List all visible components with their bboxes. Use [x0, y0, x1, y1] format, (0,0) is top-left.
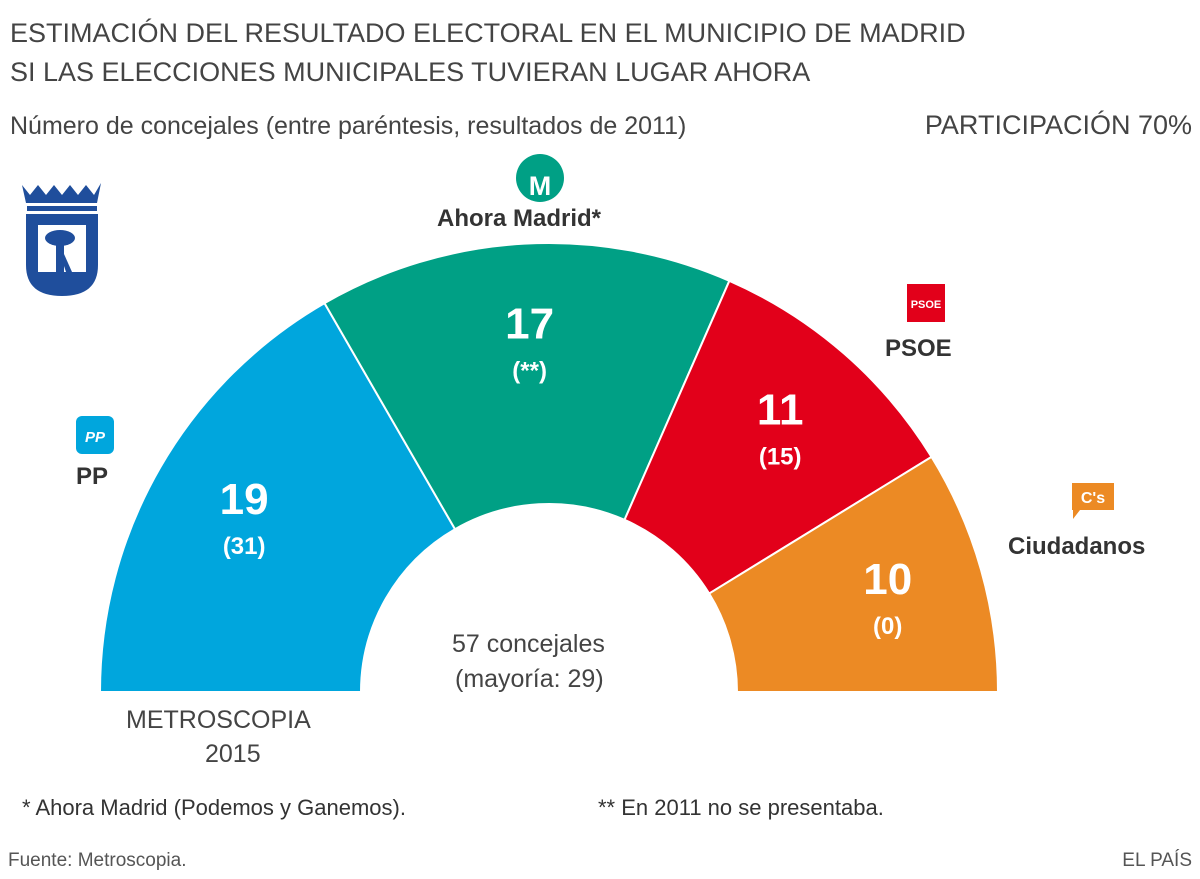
- pollster: METROSCOPIA: [126, 706, 311, 734]
- title-line-2: SI LAS ELECCIONES MUNICIPALES TUVIERAN L…: [10, 57, 811, 87]
- title-line-1: ESTIMACIÓN DEL RESULTADO ELECTORAL EN EL…: [10, 18, 966, 48]
- pp-logo-text: PP: [85, 429, 106, 446]
- psoe-logo-icon: PSOE: [907, 284, 945, 322]
- footnote-2011: ** En 2011 no se presentaba.: [598, 795, 884, 820]
- ciudadanos-logo-icon: C's: [1072, 483, 1114, 519]
- participation: PARTICIPACIÓN 70%: [924, 110, 1192, 140]
- ahora-madrid-logo-icon: M: [516, 154, 564, 202]
- slice-ciudadanos: [707, 455, 1000, 693]
- label-pp: PP: [76, 463, 109, 490]
- subtitle: Número de concejales (entre paréntesis, …: [10, 112, 687, 140]
- center-seats-total: 57 concejales: [452, 630, 605, 658]
- seat-count-label: 19: [220, 475, 269, 524]
- footnote-ahora-madrid: * Ahora Madrid (Podemos y Ganemos).: [22, 795, 406, 820]
- previous-result-label: (**): [512, 358, 547, 385]
- label-ahora-madrid: Ahora Madrid*: [437, 205, 602, 232]
- previous-result-label: (15): [759, 444, 802, 471]
- psoe-logo-text: PSOE: [911, 299, 942, 311]
- previous-result-label: (0): [873, 613, 902, 640]
- brand: EL PAÍS: [1122, 850, 1192, 871]
- madrid-coat-of-arms-icon: [22, 183, 101, 296]
- seat-count-label: 10: [863, 555, 912, 604]
- seat-count-label: 11: [757, 386, 804, 435]
- ahora-logo-text: M: [529, 171, 552, 201]
- label-ciudadanos: Ciudadanos: [1008, 533, 1146, 560]
- cs-logo-text: C's: [1081, 490, 1105, 507]
- center-majority: (mayoría: 29): [455, 665, 604, 693]
- previous-result-label: (31): [223, 533, 266, 560]
- pp-logo-icon: PP: [76, 416, 114, 454]
- label-psoe: PSOE: [885, 335, 952, 362]
- slice-ahora-madrid: [323, 242, 731, 531]
- seat-count-label: 17: [505, 300, 554, 349]
- source: Fuente: Metroscopia.: [8, 850, 187, 871]
- poll-year: 2015: [205, 740, 261, 768]
- slice-psoe: [623, 279, 933, 595]
- slice-pp: [98, 301, 457, 693]
